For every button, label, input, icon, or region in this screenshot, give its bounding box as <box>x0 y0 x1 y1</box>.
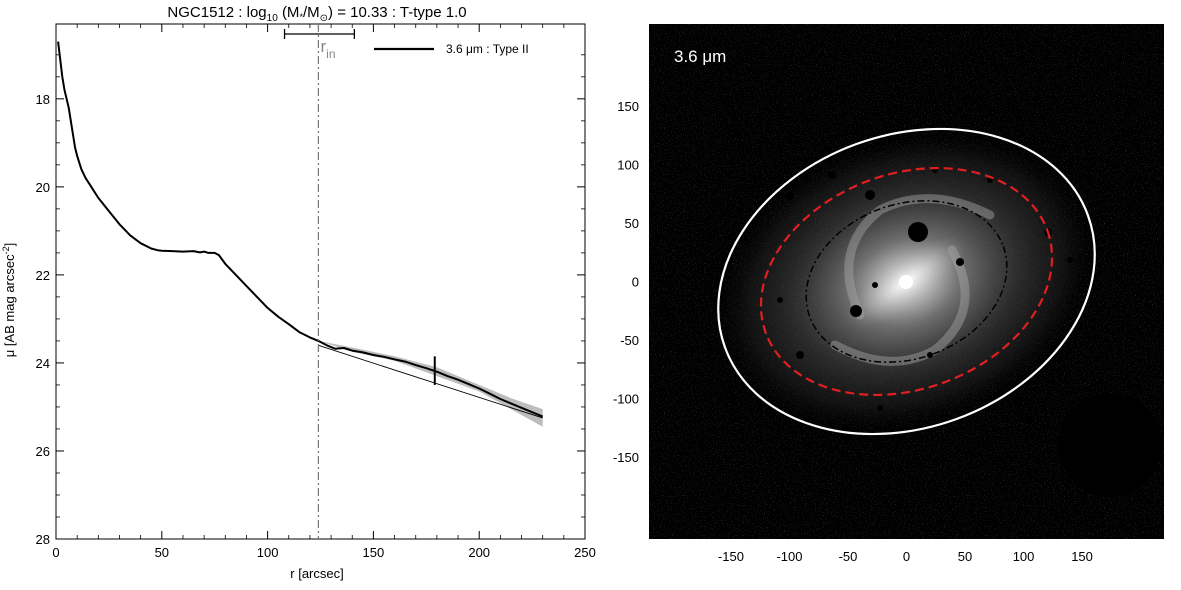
y-axis-label-main: μ [AB mag arcsec <box>2 254 17 357</box>
star-mask <box>865 190 875 200</box>
x-tick-label: 0 <box>52 545 59 560</box>
x-tick-label: 150 <box>363 545 385 560</box>
star-mask <box>1067 257 1073 263</box>
star-mask <box>796 351 804 359</box>
chart-title: NGC1512 : log10 (M*/M⊙) = 10.33 : T-type… <box>167 4 466 24</box>
r-in-label-main: r <box>320 37 326 56</box>
image-x-tick-label: -50 <box>839 549 858 564</box>
title-log: log <box>247 4 267 21</box>
image-x-tick-label: -150 <box>718 549 744 564</box>
y-axis-label-sup: -2 <box>1 246 11 254</box>
spiral-arm <box>830 245 970 366</box>
star-mask <box>1058 393 1162 497</box>
galaxy-core <box>899 275 913 289</box>
image-x-tick-label: 150 <box>1071 549 1093 564</box>
isophote-ellipses <box>717 127 1096 436</box>
title-mass-slash: /M <box>303 4 320 21</box>
x-tick-label: 200 <box>468 545 490 560</box>
r-in-label: rin <box>320 37 335 61</box>
image-y-tick-label: 100 <box>617 157 639 172</box>
star-mask <box>877 405 883 411</box>
title-mass-sun: ⊙ <box>320 13 328 24</box>
series-line-profile <box>57 41 544 418</box>
y-tick-label: 18 <box>36 92 50 107</box>
star-mask <box>1027 417 1033 423</box>
star-mask <box>1051 346 1059 354</box>
title-log-sub: 10 <box>267 13 279 24</box>
image-x-tick-label: 100 <box>1013 549 1035 564</box>
profile-series <box>57 41 544 418</box>
title-mass-value: = 10.33 <box>337 4 387 21</box>
star-mask <box>872 282 878 288</box>
r-in-bar <box>283 29 356 39</box>
error-band <box>318 340 543 427</box>
r-in-label-sub: in <box>326 47 335 61</box>
image-y-ticks: 150 100 50 0 -50 -100 -150 <box>613 99 639 465</box>
y-axis-ticks: 18 20 22 24 26 28 <box>36 54 585 547</box>
x-tick-label: 100 <box>257 545 279 560</box>
star-mask <box>786 192 794 200</box>
title-mass-close: ) <box>328 4 333 21</box>
y-tick-label: 22 <box>36 268 50 283</box>
image-y-tick-label: 150 <box>617 99 639 114</box>
band-label: 3.6 μm <box>674 47 726 66</box>
ellipse-break <box>759 166 1054 397</box>
x-tick-label: 50 <box>155 545 169 560</box>
image-x-tick-label: 0 <box>903 549 910 564</box>
title-galaxy: NGC1512 <box>167 4 234 21</box>
star-mask <box>737 207 743 213</box>
image-y-tick-label: -100 <box>613 392 639 407</box>
image-y-tick-label: -150 <box>613 450 639 465</box>
y-axis-label: μ [AB mag arcsec-2] <box>1 243 17 358</box>
star-mask <box>850 305 862 317</box>
fit-line-segment <box>318 344 543 419</box>
y-axis-label-close: ] <box>2 243 17 247</box>
y-tick-label: 26 <box>36 444 50 459</box>
title-mass-open: (M <box>282 4 300 21</box>
x-axis-ticks: 0 50 100 150 200 250 <box>52 24 596 560</box>
title-mass-star: * <box>299 12 303 22</box>
image-y-tick-label: 0 <box>632 275 639 290</box>
star-mask <box>1013 397 1023 407</box>
image-y-tick-label: -50 <box>620 333 639 348</box>
star-mask <box>908 222 928 242</box>
legend-label: 3.6 μm : Type II <box>446 42 529 56</box>
image-x-tick-label: -100 <box>776 549 802 564</box>
error-band-area <box>318 340 543 427</box>
star-mask <box>712 297 718 303</box>
title-ttype: : T-type 1.0 <box>392 4 467 21</box>
star-mask <box>828 171 836 179</box>
star-mask <box>956 258 964 266</box>
ellipse-outer <box>717 127 1096 436</box>
x-axis-label: r [arcsec] <box>290 566 343 581</box>
image-panel: 3.6 μm -150 -100 -50 0 50 100 150 150 100 50 0 -50… <box>613 24 1164 564</box>
star-masks <box>712 167 1162 497</box>
ellipse-inner <box>805 200 1008 363</box>
star-mask <box>777 297 783 303</box>
y-tick-label: 20 <box>36 180 50 195</box>
profile-panel: NGC1512 : log10 (M*/M⊙) = 10.33 : T-type… <box>1 4 596 581</box>
plot-frame <box>55 23 586 540</box>
image-y-tick-label: 50 <box>625 216 639 231</box>
y-tick-label: 28 <box>36 532 50 547</box>
x-tick-label: 250 <box>574 545 596 560</box>
spiral-arms <box>830 194 995 366</box>
y-tick-label: 24 <box>36 356 50 371</box>
image-x-tick-label: 50 <box>958 549 972 564</box>
fit-line <box>318 344 543 419</box>
spiral-arm <box>844 194 995 320</box>
image-x-ticks: -150 -100 -50 0 50 100 150 <box>718 549 1093 564</box>
